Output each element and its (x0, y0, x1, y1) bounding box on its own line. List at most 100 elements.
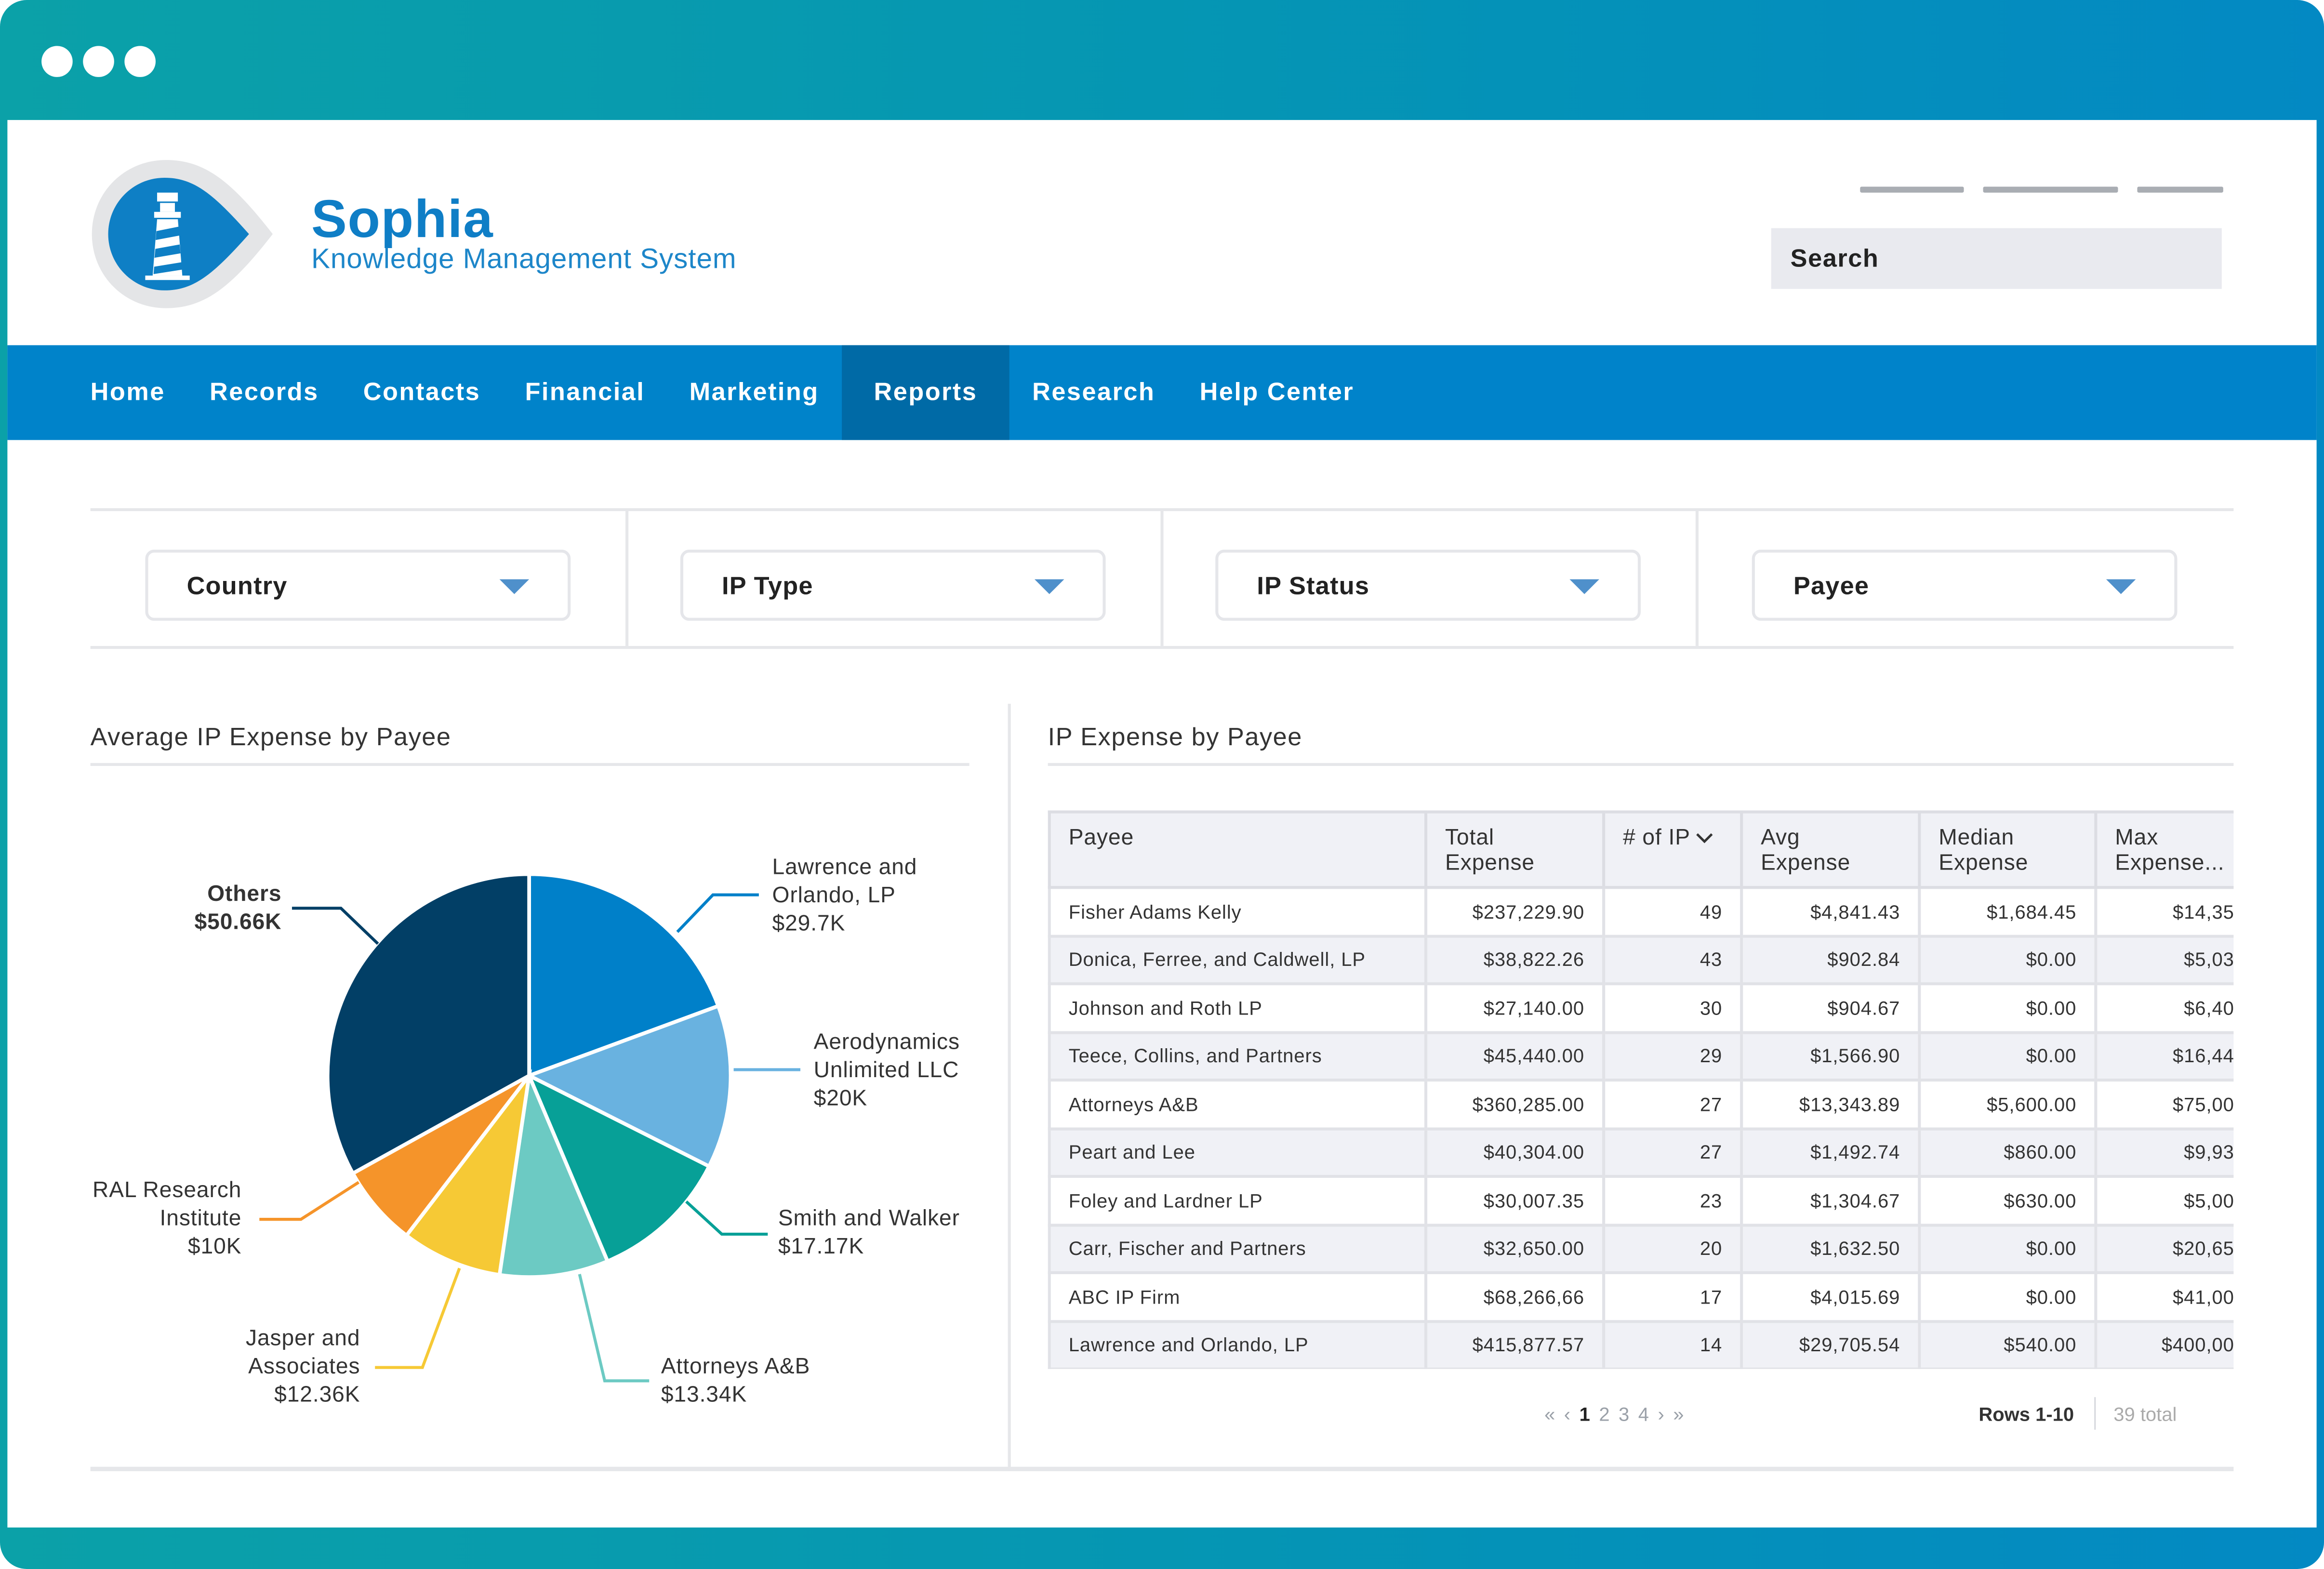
nav-item-reports[interactable]: Reports (841, 345, 1010, 440)
table-panel-rule (1048, 763, 2234, 766)
cell-median-expense: $1,684.45 (1918, 886, 2098, 937)
table-row[interactable]: ABC IP Firm $68,266,66 17 $4,015.69 $0.00 $41… (1048, 1271, 2234, 1322)
nav-item-contacts[interactable]: Contacts (363, 378, 481, 406)
pie-slice[interactable] (525, 1071, 712, 1264)
nav-item-help-center[interactable]: Help Center (1199, 378, 1355, 406)
filter-divider (1695, 511, 1699, 646)
cell-avg-expense: $904.67 (1740, 982, 1921, 1034)
lighthouse-logo-icon[interactable] (89, 157, 274, 311)
cell-avg-expense: $4,841.43 (1740, 886, 1921, 937)
cell-avg-expense: $1,566.90 (1740, 1030, 1921, 1082)
last-page-icon[interactable]: » (1673, 1403, 1684, 1425)
cell-avg-expense: $4,015.69 (1740, 1271, 1921, 1322)
ip-status-dropdown[interactable]: IP Status (1215, 550, 1641, 621)
bottom-rule (90, 1466, 2234, 1471)
nav-item-records[interactable]: Records (210, 378, 319, 406)
sort-desc-icon[interactable] (1696, 827, 1714, 852)
utility-link[interactable] (1983, 186, 2118, 193)
cell-num-ip: 27 (1602, 1126, 1743, 1178)
table-row[interactable]: Teece, Collins, and Partners $45,440.00 29… (1048, 1030, 2234, 1082)
column-header-label: Median Expense (1939, 825, 2029, 876)
table-row[interactable]: Johnson and Roth LP $27,140.00 30 $904.67 $0… (1048, 982, 2234, 1034)
first-page-icon[interactable]: « (1544, 1403, 1555, 1425)
search-input[interactable]: Search (1771, 228, 2222, 289)
pie-slice[interactable] (527, 872, 721, 1079)
pie-slice-label: RAL Research (93, 1177, 241, 1202)
column-header-median-expense[interactable]: Median Expense (1918, 810, 2098, 889)
utility-link[interactable] (2137, 186, 2223, 193)
cell-payee: Carr, Fischer and Partners (1048, 1223, 1428, 1274)
window-dot-icon[interactable] (41, 46, 73, 77)
column-header-num-ip[interactable]: # of IP (1602, 810, 1743, 889)
table-row[interactable]: Lawrence and Orlando, LP $415,877.57 14 $29… (1048, 1319, 2234, 1369)
column-header-label: Max Expense... (2115, 825, 2225, 876)
cell-total-expense: $415,877.57 (1424, 1319, 1606, 1369)
column-header-label: Avg Expense (1761, 825, 1851, 876)
cell-max-expense: $20,650 (2094, 1223, 2234, 1274)
cell-payee: Johnson and Roth LP (1048, 982, 1428, 1034)
country-dropdown[interactable]: Country (145, 550, 571, 621)
cell-num-ip: 43 (1602, 934, 1743, 986)
expense-table: Payee Total Expense # of IP Avg Expense … (1048, 810, 2234, 1369)
table-row[interactable]: Peart and Lee $40,304.00 27 $1,492.74 $860.0… (1048, 1126, 2234, 1178)
table-row[interactable]: Fisher Adams Kelly $237,229.90 49 $4,841.43… (1048, 886, 2234, 937)
nav-item-marketing[interactable]: Marketing (689, 378, 819, 406)
next-page-icon[interactable]: › (1658, 1403, 1664, 1425)
pie-slice-label: Unlimited LLC (814, 1057, 959, 1082)
pie-value-label: $13.34K (661, 1381, 747, 1406)
page-link-4[interactable]: 4 (1638, 1403, 1649, 1425)
cell-num-ip: 30 (1602, 982, 1743, 1034)
cell-max-expense: $5,035 (2094, 934, 2234, 986)
pie-leader-line (292, 907, 379, 945)
cell-total-expense: $27,140.00 (1424, 982, 1606, 1034)
caret-down-icon (499, 579, 530, 594)
window-controls (41, 46, 156, 77)
cell-median-expense: $0.00 (1918, 1223, 2098, 1274)
cell-num-ip: 27 (1602, 1079, 1743, 1130)
page-link-1[interactable]: 1 (1579, 1403, 1590, 1425)
utility-link[interactable] (1860, 186, 1964, 193)
cell-payee: Attorneys A&B (1048, 1079, 1428, 1130)
table-row[interactable]: Carr, Fischer and Partners $32,650.00 20 $1… (1048, 1223, 2234, 1274)
pie-slice[interactable] (404, 1068, 532, 1277)
page-link-2[interactable]: 2 (1599, 1403, 1610, 1425)
pie-leader-line (685, 1200, 768, 1236)
page-link-3[interactable]: 3 (1619, 1403, 1630, 1425)
column-header-max-expense[interactable]: Max Expense... (2094, 810, 2234, 889)
column-header-avg-expense[interactable]: Avg Expense (1740, 810, 1921, 889)
pie-value-label: $20K (814, 1085, 867, 1110)
payee-dropdown[interactable]: Payee (1752, 550, 2178, 621)
app-window: Sophia Knowledge Management System Searc… (7, 120, 2317, 1528)
cell-max-expense: $75,000 (2094, 1079, 2234, 1130)
table-row[interactable]: Foley and Lardner LP $30,007.35 23 $1,304.6… (1048, 1174, 2234, 1226)
column-header-payee[interactable]: Payee (1048, 810, 1428, 889)
pie-slice-label: Others (207, 881, 281, 906)
window-dot-icon[interactable] (124, 46, 156, 77)
nav-item-research[interactable]: Research (1032, 378, 1155, 406)
column-header-total-expense[interactable]: Total Expense (1424, 810, 1606, 889)
cell-median-expense: $630.00 (1918, 1174, 2098, 1226)
pie-slice[interactable] (524, 1003, 733, 1169)
table-row[interactable]: Donica, Ferree, and Caldwell, LP $38,822.… (1048, 934, 2234, 986)
table-body: Fisher Adams Kelly $237,229.90 49 $4,841.43… (1048, 886, 2234, 1369)
pie-leader-line (676, 893, 759, 933)
nav-item-financial[interactable]: Financial (525, 378, 645, 406)
nav-item-home[interactable]: Home (90, 378, 165, 406)
pie-slice[interactable] (350, 1074, 531, 1239)
prev-page-icon[interactable]: ‹ (1564, 1403, 1571, 1425)
cell-median-expense: $860.00 (1918, 1126, 2098, 1178)
pie-chart: Lawrence and Orlando, LP $29.7K Aerodynamic… (93, 854, 959, 1407)
pie-panel-title: Average IP Expense by Payee (90, 723, 452, 752)
table-row[interactable]: Attorneys A&B $360,285.00 27 $13,343.89 $5,6… (1048, 1079, 2234, 1130)
utility-links (1860, 186, 2223, 193)
filter-bar: Country IP Type IP Status Payee (90, 508, 2234, 649)
pie-slice-label: Associates (248, 1353, 360, 1378)
pie-value-label: $17.17K (778, 1233, 864, 1258)
pie-slice[interactable] (325, 872, 531, 1176)
caret-down-icon (1569, 579, 1599, 594)
window-dot-icon[interactable] (83, 46, 114, 77)
ip-type-dropdown[interactable]: IP Type (680, 550, 1106, 621)
pie-slice[interactable] (497, 1068, 610, 1279)
pie-leader-line (578, 1274, 650, 1383)
